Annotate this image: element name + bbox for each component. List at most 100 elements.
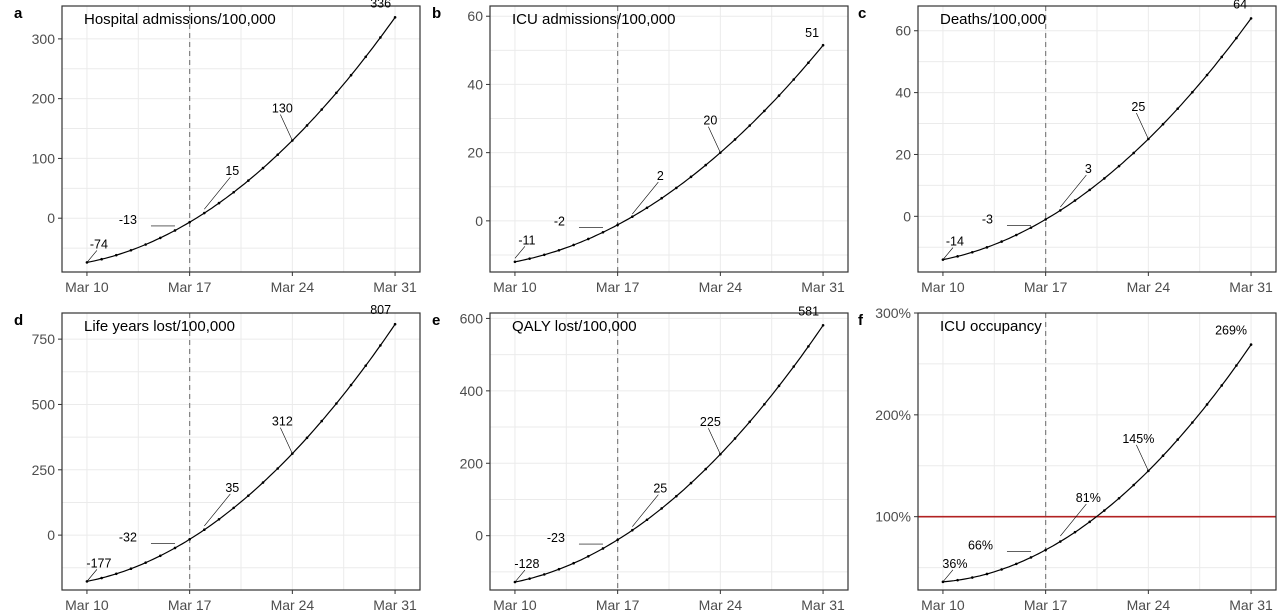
annotation-leader <box>1060 174 1087 208</box>
data-point <box>675 186 678 190</box>
data-point <box>675 494 678 498</box>
data-point <box>144 561 147 564</box>
data-point <box>748 420 751 424</box>
panel-c: 0 20 40 60 Mar 10 Mar 17 Mar 24 Mar 31 -14 -3 3 25 6… <box>858 0 1277 295</box>
x-tick-label: Mar 24 <box>271 279 315 295</box>
y-tick-label: 60 <box>895 23 911 39</box>
data-point <box>1000 568 1003 571</box>
data-point <box>261 481 265 484</box>
panel-title: ICU occupancy <box>940 318 1042 335</box>
data-point <box>247 179 250 182</box>
x-tick-label: Mar 17 <box>168 279 212 295</box>
data-point <box>792 365 796 368</box>
y-tick-label: 0 <box>47 210 55 226</box>
annotation-leader <box>514 569 526 583</box>
annotation-leader <box>514 246 526 259</box>
y-tick-label: 250 <box>32 462 56 478</box>
panel-title: Life years lost/100,000 <box>84 318 235 335</box>
data-point <box>1191 421 1194 424</box>
data-point <box>1235 364 1238 367</box>
annotation-label: 64 <box>1233 0 1247 11</box>
data-point <box>393 322 397 326</box>
data-point <box>276 153 279 157</box>
data-point <box>364 55 368 59</box>
data-point <box>114 253 118 257</box>
x-tick-label: Mar 10 <box>921 597 965 613</box>
data-point <box>689 175 693 179</box>
annotation-label: -32 <box>119 530 137 544</box>
data-point <box>188 220 191 224</box>
annotation-leader <box>280 114 293 141</box>
data-point <box>970 250 974 254</box>
data-point <box>985 246 989 249</box>
data-point <box>320 108 323 111</box>
data-point <box>970 576 974 579</box>
annotation-label: 35 <box>225 481 239 495</box>
data-point <box>807 61 810 65</box>
series-line <box>514 44 824 263</box>
y-tick-label: 100% <box>875 509 911 525</box>
data-point <box>1073 199 1077 202</box>
annotation-label: -14 <box>946 235 964 249</box>
x-tick-label: Mar 31 <box>373 597 417 613</box>
x-tick-label: Mar 17 <box>596 597 640 613</box>
panel-border <box>61 5 421 273</box>
panel-letter: a <box>14 5 23 22</box>
data-point <box>1132 483 1135 487</box>
data-point <box>1073 530 1077 534</box>
data-point <box>1015 233 1018 237</box>
x-tick-label: Mar 24 <box>1127 279 1171 295</box>
x-tick-label: Mar 24 <box>699 597 743 613</box>
y-tick-label: 0 <box>475 528 483 544</box>
panel-border <box>61 312 421 591</box>
annotation-leader <box>708 126 721 153</box>
annotation-leader <box>942 569 954 583</box>
y-tick-label: 0 <box>47 527 55 543</box>
y-tick-label: 40 <box>895 85 911 101</box>
data-point <box>1205 403 1209 406</box>
y-tick-label: 20 <box>467 145 483 161</box>
grid <box>62 6 420 272</box>
x-tick-label: Mar 24 <box>271 597 315 613</box>
data-point <box>587 237 590 241</box>
y-tick-label: 300 <box>32 31 56 47</box>
data-point <box>217 201 221 205</box>
x-tick-label: Mar 10 <box>65 279 109 295</box>
annotation-label: 2 <box>657 169 664 183</box>
data-point <box>689 481 693 485</box>
x-tick-label: Mar 10 <box>493 279 537 295</box>
annotation-label: -13 <box>119 213 137 227</box>
panel-letter: c <box>858 5 866 22</box>
data-point <box>203 211 206 215</box>
data-point <box>100 257 103 261</box>
grid <box>490 313 848 590</box>
data-point <box>1103 509 1106 512</box>
data-point <box>100 576 103 580</box>
panel-title: ICU admissions/100,000 <box>512 11 675 28</box>
data-point <box>616 223 619 227</box>
panel-a: 0 100 200 300 Mar 10 Mar 17 Mar 24 Mar 31 -74 -13… <box>14 0 421 295</box>
data-point <box>379 344 382 347</box>
panel-d: 0 250 500 750 Mar 10 Mar 17 Mar 24 Mar 31 -177 -3… <box>14 303 421 613</box>
data-point <box>1235 36 1238 40</box>
x-tick-label: Mar 17 <box>168 597 212 613</box>
data-point <box>217 517 221 521</box>
annotation-label: 25 <box>653 482 667 496</box>
grid <box>918 6 1276 272</box>
data-point <box>1044 218 1047 221</box>
y-tick-label: 500 <box>32 396 56 412</box>
data-point <box>733 138 737 141</box>
data-point <box>542 253 546 257</box>
data-point <box>379 36 382 39</box>
data-point <box>733 437 737 440</box>
data-point <box>1220 384 1224 387</box>
y-tick-label: 0 <box>903 208 911 224</box>
series-line <box>942 344 1252 583</box>
x-tick-label: Mar 17 <box>1024 279 1068 295</box>
data-point <box>232 190 235 194</box>
annotation-leader <box>86 569 98 582</box>
data-point <box>1059 209 1062 212</box>
data-point <box>985 572 989 576</box>
data-point <box>557 567 561 571</box>
annotation-label: -11 <box>518 233 535 247</box>
